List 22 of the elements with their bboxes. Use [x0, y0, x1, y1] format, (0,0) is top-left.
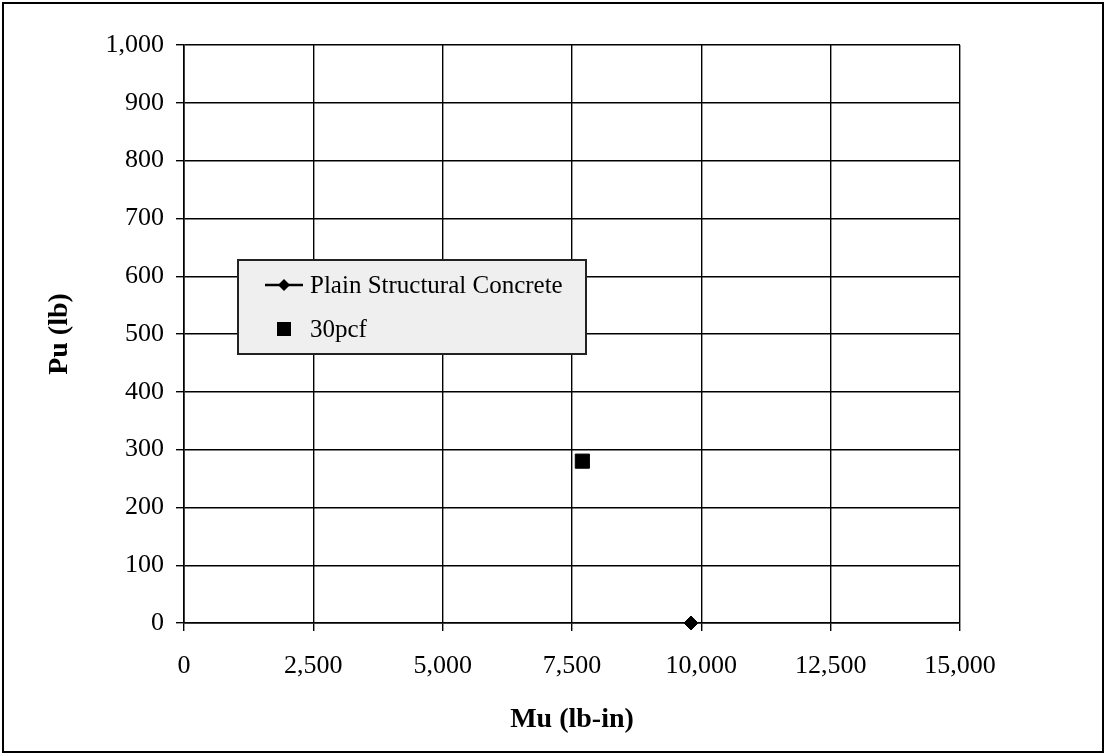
y-tick-label: 0 — [151, 606, 164, 636]
y-tick-label: 800 — [125, 144, 164, 174]
y-tick-label: 700 — [125, 202, 164, 232]
x-tick-label: 10,000 — [665, 650, 738, 680]
y-tick-label: 500 — [125, 317, 164, 347]
y-tick-label: 600 — [125, 260, 164, 290]
x-tick-label: 0 — [177, 650, 191, 680]
y-tick-label: 300 — [125, 433, 164, 463]
legend-label: Plain Structural Concrete — [310, 271, 563, 299]
x-tick-label: 2,500 — [284, 650, 343, 680]
legend-label: 30pcf — [310, 315, 367, 343]
x-tick-label: 7,500 — [542, 650, 602, 680]
y-tick-label: 1,000 — [105, 28, 164, 58]
x-tick-label: 15,000 — [924, 650, 996, 680]
x-axis-title: Mu (lb-in) — [510, 702, 634, 734]
x-tick-label: 12,500 — [794, 650, 867, 680]
y-tick-label: 200 — [125, 491, 164, 521]
y-tick-label: 400 — [125, 375, 164, 405]
y-axis-title: Pu (lb) — [42, 293, 74, 375]
x-tick-label: 5,000 — [413, 650, 472, 680]
y-tick-label: 900 — [125, 86, 164, 116]
y-tick-label: 100 — [125, 549, 164, 579]
